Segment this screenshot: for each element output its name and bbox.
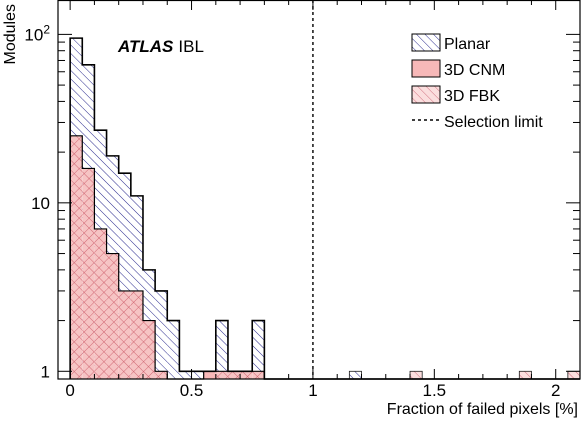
x-axis-label: Fraction of failed pixels [%] [387, 401, 578, 418]
bar-3d-fbk-15 [252, 371, 265, 379]
bar-planar-7 [155, 290, 168, 379]
x-tick-label: 2 [551, 381, 560, 400]
legend-item-3d-fbk: 3D FBK [411, 85, 500, 105]
legend: Planar 3D CNM 3D FBK Selection limit [411, 33, 543, 131]
experiment-label: ATLAS IBL [117, 37, 204, 56]
y-tick-label: 102 [24, 22, 50, 44]
extra-bar-0 [348, 370, 362, 380]
bar-3d-fbk-2 [94, 228, 107, 379]
legend-label: Selection limit [444, 114, 543, 131]
bar-planar-10 [191, 371, 204, 379]
legend-swatch [411, 33, 441, 52]
bar-3d-fbk-6 [142, 320, 156, 379]
bar-3d-fbk-3 [106, 253, 119, 379]
y-tick-label: 10 [31, 194, 50, 213]
bar-3d-fbk-14 [240, 371, 253, 379]
bar-3d-fbk-1 [82, 168, 95, 379]
experiment-label-rest: IBL [178, 37, 204, 56]
extra-bar-1 [409, 370, 423, 380]
bar-planar-9 [179, 371, 192, 379]
x-tick-label: 1 [308, 381, 317, 400]
legend-swatch [411, 85, 441, 104]
bar-3d-cnm-11 [203, 371, 216, 379]
bar-planar-12 [215, 320, 228, 379]
x-tick-label: 0 [65, 381, 74, 400]
plot-area [69, 0, 581, 380]
x-tick-label: 0.5 [180, 381, 204, 400]
bar-planar-15 [252, 320, 265, 379]
bar-3d-fbk-4 [118, 290, 131, 379]
bar-3d-fbk-5 [130, 290, 143, 379]
legend-label: Planar [444, 36, 491, 53]
bar-3d-fbk-13 [227, 371, 241, 379]
bar-planar-8 [167, 320, 180, 379]
legend-swatch [411, 59, 441, 78]
experiment-label-bold: ATLAS [117, 37, 174, 56]
bar-3d-fbk-12 [215, 371, 228, 379]
x-tick-label: 1.5 [423, 381, 447, 400]
legend-item-3d-cnm: 3D CNM [411, 59, 505, 79]
axes-frame: 0 0.5 1 1.5 2 1 10 102 [24, 0, 581, 400]
extra-bar-2 [518, 370, 532, 380]
y-tick-label: 1 [41, 362, 50, 381]
legend-item-planar: Planar [411, 33, 491, 53]
y-axis-label: Modules [2, 4, 19, 64]
bar-3d-fbk-0 [70, 135, 83, 379]
extra-bar-3 [567, 370, 581, 380]
plot-frame [57, 0, 581, 380]
legend-label: 3D FBK [444, 88, 500, 105]
legend-item-selection-limit: Selection limit [412, 114, 543, 131]
legend-label: 3D CNM [444, 62, 505, 79]
bar-3d-fbk-7 [155, 371, 168, 379]
